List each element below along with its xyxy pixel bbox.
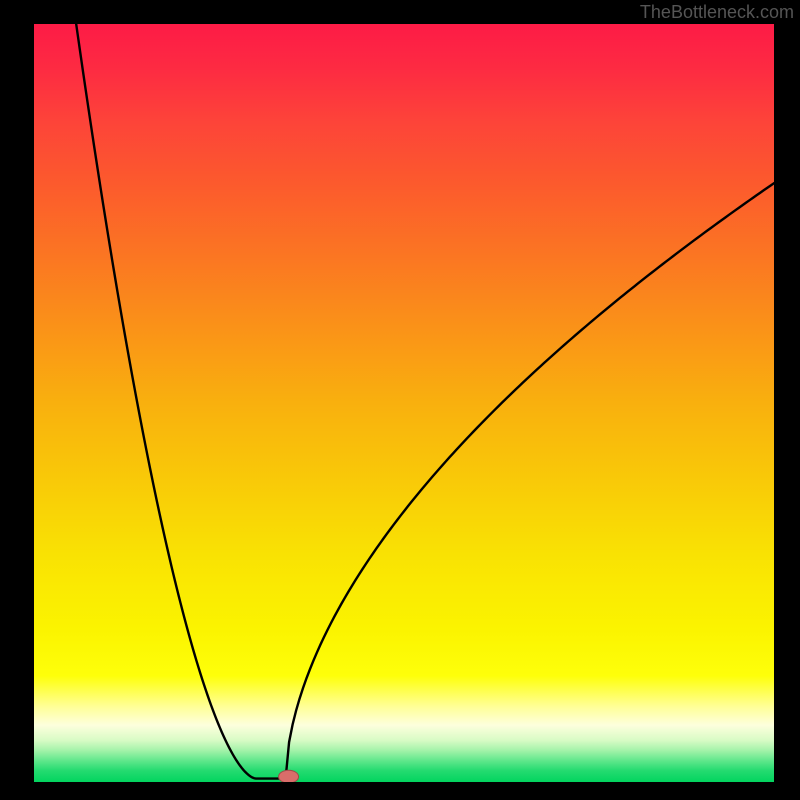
chart-svg bbox=[34, 24, 774, 782]
bottleneck-chart bbox=[34, 24, 774, 782]
watermark-text: TheBottleneck.com bbox=[640, 2, 794, 23]
optimal-marker bbox=[279, 770, 299, 782]
